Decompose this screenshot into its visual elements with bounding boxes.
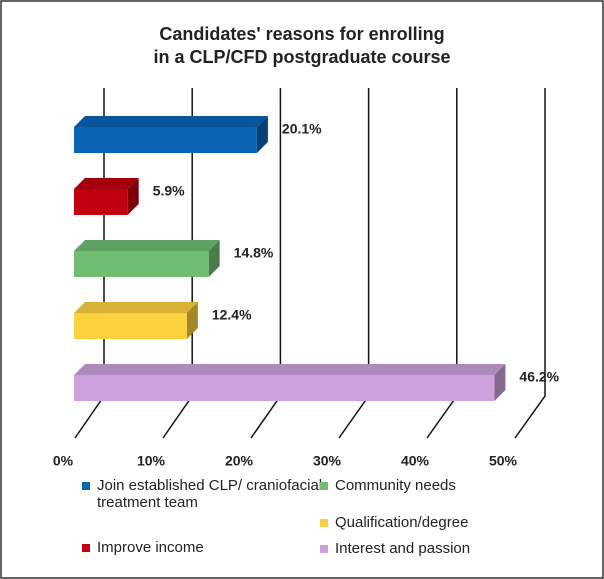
bar-side — [256, 116, 268, 153]
bar-top — [74, 302, 198, 313]
data-label: 20.1% — [282, 121, 322, 137]
x-tick-label: 40% — [401, 453, 430, 469]
x-tick-label: 0% — [53, 453, 74, 469]
x-tick-label: 50% — [489, 453, 518, 469]
chart-title: Candidates' reasons for enrolling — [159, 24, 444, 44]
bar-side — [186, 302, 198, 339]
bar-side — [208, 240, 220, 277]
legend-label: Join established CLP/ craniofacial treat… — [97, 477, 323, 511]
bar-top — [74, 240, 220, 251]
bar — [74, 116, 268, 153]
bar-front — [74, 127, 257, 153]
bar-top — [74, 116, 268, 127]
legend-swatch — [320, 545, 328, 553]
legend-swatch — [82, 544, 90, 552]
bar-side — [494, 364, 506, 401]
legend-label: Improve income — [97, 539, 204, 556]
x-tick-label: 10% — [137, 453, 166, 469]
bar-top — [74, 364, 506, 375]
legend-label: Community needs — [335, 477, 456, 494]
x-tick-label: 20% — [225, 453, 254, 469]
legend-swatch — [320, 482, 328, 490]
bar-front — [74, 189, 128, 215]
data-label: 5.9% — [153, 183, 185, 199]
data-label: 14.8% — [234, 245, 274, 261]
bar — [74, 240, 220, 277]
bar — [74, 302, 198, 339]
x-tick-label: 30% — [313, 453, 342, 469]
legend-swatch — [82, 482, 90, 490]
chart-title: in a CLP/CFD postgraduate course — [153, 47, 450, 67]
legend-swatch — [320, 519, 328, 527]
legend-label: Interest and passion — [335, 540, 471, 557]
bar — [74, 364, 506, 401]
legend-label: Qualification/degree — [335, 514, 469, 531]
bar-top — [74, 178, 139, 189]
bar-front — [74, 251, 209, 277]
bar-front — [74, 375, 495, 401]
data-label: 12.4% — [212, 307, 252, 323]
bar-front — [74, 313, 187, 339]
bar-side — [127, 178, 139, 215]
data-label: 46.2% — [519, 369, 559, 385]
grid-line — [514, 88, 546, 439]
bar — [74, 178, 139, 215]
